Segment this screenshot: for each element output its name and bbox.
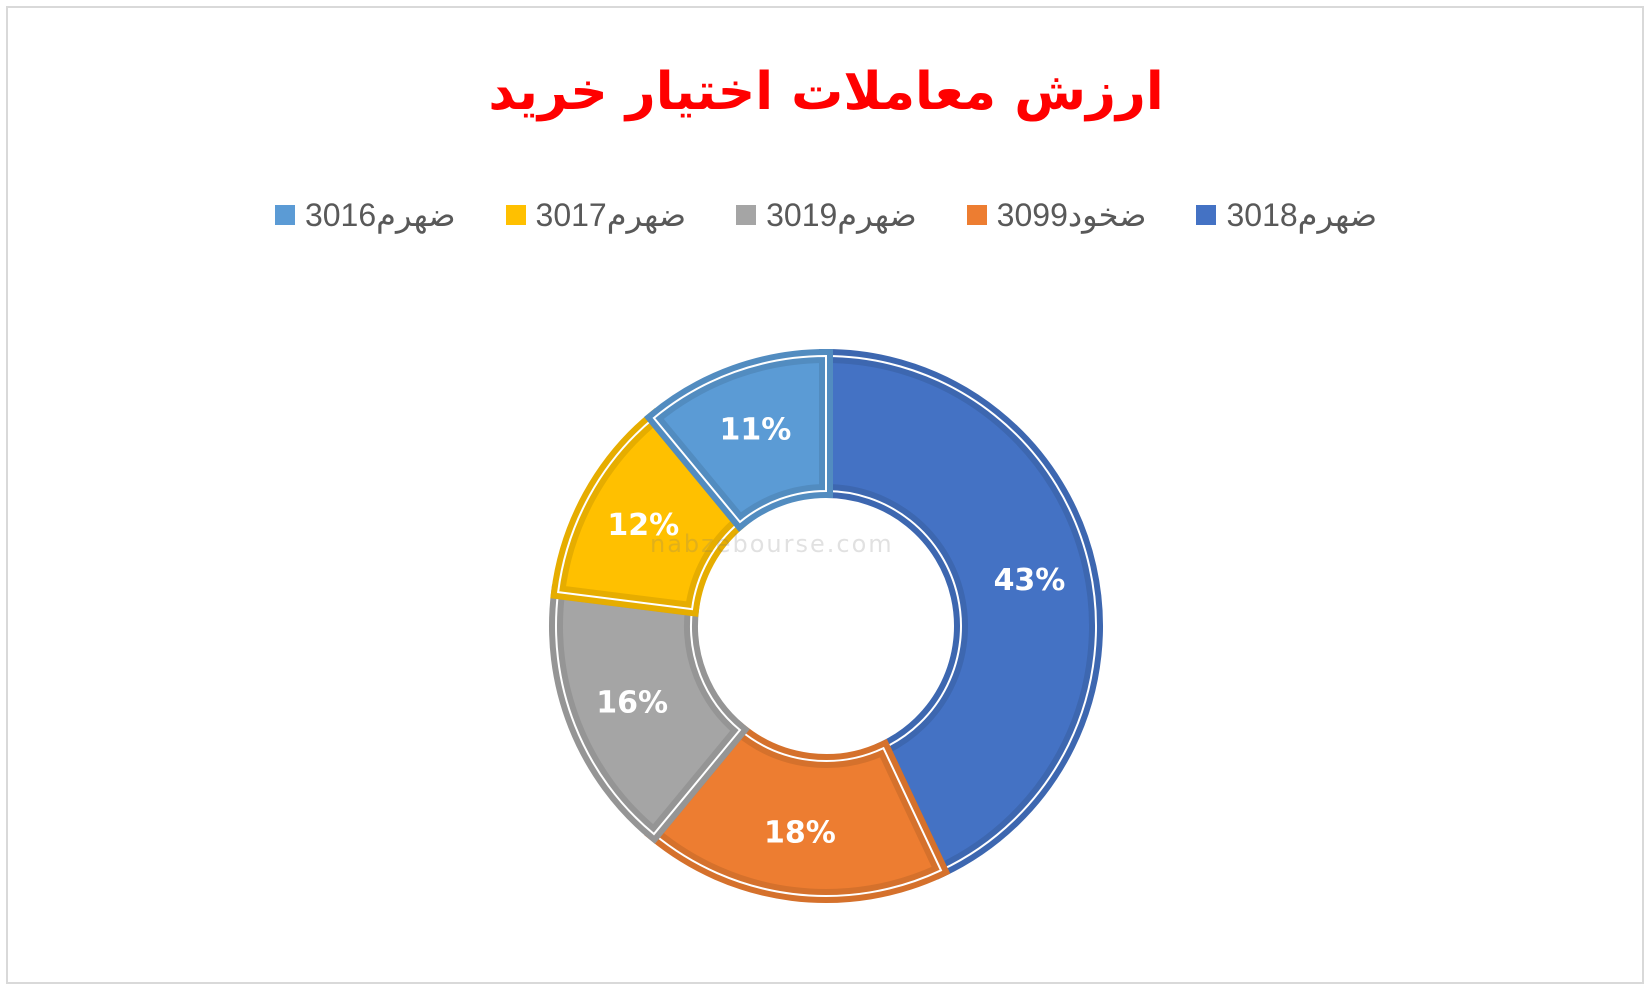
donut-slice-border-5 xyxy=(652,354,827,524)
donut-slice-border-2 xyxy=(652,728,943,897)
legend-label-5: ضهرم3016 xyxy=(304,197,456,233)
donut-slices xyxy=(549,348,1103,903)
chart-legend: ضهرم3018 ضخود3099 ضهرم3019 ضهرم3017 ضهرم… xyxy=(0,196,1652,234)
legend-label-2: ضخود3099 xyxy=(996,197,1147,233)
chart-title: ارزش معاملات اختیار خرید xyxy=(488,62,1164,122)
legend-item-3: ضهرم3019 xyxy=(736,196,917,234)
legend-item-1: ضهرم3018 xyxy=(1196,196,1377,234)
legend-item-5: ضهرم3016 xyxy=(274,196,456,234)
data-label-5: 11% xyxy=(719,412,791,447)
data-label-4: 12% xyxy=(607,508,679,543)
data-label-2: 18% xyxy=(764,815,836,850)
legend-swatch-3 xyxy=(736,205,757,225)
data-label-1: 43% xyxy=(994,563,1066,598)
legend-swatch-4 xyxy=(505,205,526,225)
legend-label-1: ضهرم3018 xyxy=(1226,197,1378,233)
legend-swatch-2 xyxy=(966,205,987,225)
data-label-3: 16% xyxy=(596,685,668,720)
legend-label-3: ضهرم3019 xyxy=(766,197,917,233)
legend-item-4: ضهرم3017 xyxy=(505,196,687,234)
legend-swatch-5 xyxy=(274,205,295,225)
legend-swatch-1 xyxy=(1196,205,1217,225)
legend-item-2: ضخود3099 xyxy=(966,196,1147,234)
legend-label-4: ضهرم3017 xyxy=(535,197,687,233)
donut-slice-border-1 xyxy=(825,354,1097,872)
donut-data-labels: 43% 18% 16% 12% 11% xyxy=(596,412,1065,850)
watermark: nabzebourse.com xyxy=(650,530,894,558)
